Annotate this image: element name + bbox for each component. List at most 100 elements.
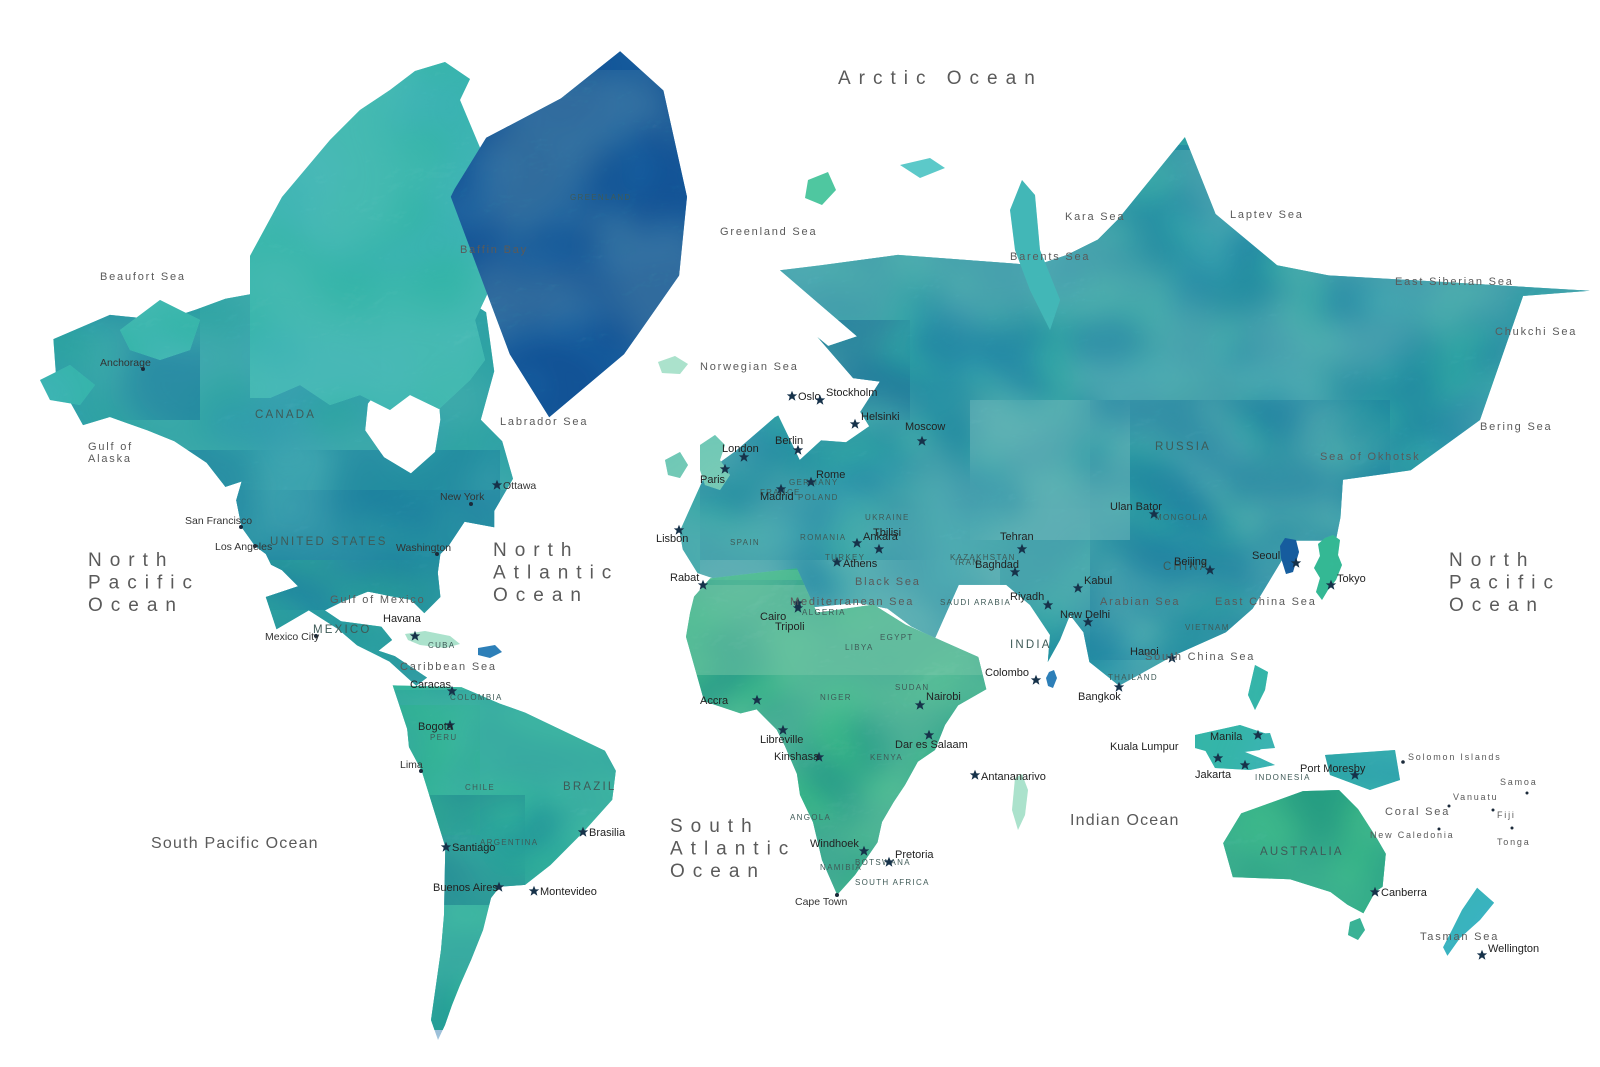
svg-text:Moscow: Moscow (905, 421, 945, 433)
svg-text:South Pacific Ocean: South Pacific Ocean (151, 835, 319, 852)
svg-text:ROMANIA: ROMANIA (800, 533, 846, 542)
svg-text:Solomon Islands: Solomon Islands (1408, 752, 1502, 762)
svg-text:Samoa: Samoa (1500, 777, 1538, 787)
svg-text:Barents Sea: Barents Sea (1010, 251, 1090, 263)
svg-text:Cape Town: Cape Town (795, 896, 848, 908)
svg-text:AUSTRALIA: AUSTRALIA (1260, 846, 1344, 858)
svg-text:Berlin: Berlin (775, 435, 803, 447)
svg-text:Kinshasa: Kinshasa (774, 751, 820, 763)
svg-text:Kara Sea: Kara Sea (1065, 211, 1125, 223)
svg-text:MEXICO: MEXICO (313, 624, 372, 636)
svg-text:Tripoli: Tripoli (775, 621, 805, 633)
svg-text:KENYA: KENYA (870, 753, 903, 762)
svg-text:Baffin Bay: Baffin Bay (460, 244, 528, 256)
svg-text:Tbilisi: Tbilisi (873, 527, 901, 539)
svg-text:Arabian Sea: Arabian Sea (1100, 596, 1180, 608)
svg-text:Norwegian Sea: Norwegian Sea (700, 361, 799, 373)
svg-text:SAUDI ARABIA: SAUDI ARABIA (940, 598, 1011, 607)
svg-text:Mexico City: Mexico City (265, 631, 320, 643)
svg-text:SPAIN: SPAIN (730, 538, 760, 547)
svg-text:BRAZIL: BRAZIL (563, 781, 616, 793)
svg-text:UKRAINE: UKRAINE (865, 513, 910, 522)
svg-text:Tonga: Tonga (1497, 837, 1531, 847)
svg-text:CHILE: CHILE (465, 783, 495, 792)
svg-text:COLOMBIA: COLOMBIA (450, 693, 503, 702)
svg-text:Gulf ofAlaska: Gulf of Alaska (88, 441, 133, 465)
svg-text:Nairobi: Nairobi (926, 691, 961, 703)
svg-text:Indian Ocean: Indian Ocean (1070, 812, 1180, 829)
svg-text:Washington: Washington (396, 542, 451, 554)
svg-text:Lima: Lima (400, 759, 423, 771)
svg-text:POLAND: POLAND (798, 493, 839, 502)
svg-text:Accra: Accra (700, 695, 729, 707)
svg-text:Sea of Okhotsk: Sea of Okhotsk (1320, 451, 1420, 463)
svg-text:Helsinki: Helsinki (861, 411, 900, 423)
svg-text:Bogota: Bogota (418, 721, 454, 733)
svg-text:PERU: PERU (430, 733, 457, 742)
svg-text:Lisbon: Lisbon (656, 533, 688, 545)
svg-text:Riyadh: Riyadh (1010, 591, 1044, 603)
svg-text:SOUTH AFRICA: SOUTH AFRICA (855, 878, 930, 887)
svg-text:EGYPT: EGYPT (880, 633, 914, 642)
svg-text:London: London (722, 443, 759, 455)
svg-text:Labrador Sea: Labrador Sea (500, 416, 588, 428)
svg-text:CUBA: CUBA (428, 641, 455, 650)
svg-text:Vanuatu: Vanuatu (1453, 792, 1498, 802)
svg-text:Colombo: Colombo (985, 667, 1029, 679)
svg-text:Madrid: Madrid (760, 491, 794, 503)
svg-text:Antananarivo: Antananarivo (981, 771, 1046, 783)
svg-text:Wellington: Wellington (1488, 943, 1539, 955)
svg-text:Pretoria: Pretoria (895, 849, 934, 861)
svg-text:Santiago: Santiago (452, 842, 495, 854)
svg-text:Stockholm: Stockholm (826, 387, 877, 399)
svg-text:Ottawa: Ottawa (503, 480, 536, 492)
svg-text:Tokyo: Tokyo (1337, 573, 1366, 585)
svg-text:Manila: Manila (1210, 731, 1243, 743)
svg-text:Bangkok: Bangkok (1078, 691, 1121, 703)
svg-text:VIETNAM: VIETNAM (1185, 623, 1230, 632)
svg-text:Beijing: Beijing (1174, 556, 1207, 568)
svg-text:MONGOLIA: MONGOLIA (1155, 513, 1209, 522)
svg-text:Dar es Salaam: Dar es Salaam (895, 739, 968, 751)
svg-text:RUSSIA: RUSSIA (1155, 441, 1211, 453)
svg-text:Greenland Sea: Greenland Sea (720, 226, 817, 238)
svg-text:San Francisco: San Francisco (185, 515, 252, 527)
svg-text:Caribbean Sea: Caribbean Sea (400, 661, 497, 673)
svg-text:INDIA: INDIA (1010, 639, 1052, 651)
svg-text:Fiji: Fiji (1497, 810, 1516, 820)
svg-text:Caracas: Caracas (410, 679, 451, 691)
svg-text:Kabul: Kabul (1084, 575, 1112, 587)
svg-text:ALGERIA: ALGERIA (802, 608, 846, 617)
svg-text:Chukchi Sea: Chukchi Sea (1495, 326, 1577, 338)
svg-text:East Siberian Sea: East Siberian Sea (1395, 276, 1514, 288)
svg-text:Coral Sea: Coral Sea (1385, 806, 1450, 818)
svg-text:Athens: Athens (843, 558, 878, 570)
svg-text:Tasman Sea: Tasman Sea (1420, 931, 1499, 943)
svg-text:South China Sea: South China Sea (1145, 651, 1255, 663)
svg-text:Brasilia: Brasilia (589, 827, 626, 839)
svg-text:Arctic Ocean: Arctic Ocean (838, 68, 1043, 89)
svg-text:SUDAN: SUDAN (895, 683, 930, 692)
svg-text:Los Angeles: Los Angeles (215, 541, 272, 553)
svg-text:Windhoek: Windhoek (810, 838, 859, 850)
svg-text:Havana: Havana (383, 613, 422, 625)
svg-text:Port Moresby: Port Moresby (1300, 763, 1366, 775)
svg-text:UNITED STATES: UNITED STATES (270, 536, 388, 548)
svg-text:Rabat: Rabat (670, 572, 699, 584)
svg-text:Black Sea: Black Sea (855, 576, 921, 588)
svg-text:CANADA: CANADA (255, 409, 316, 421)
svg-text:Canberra: Canberra (1381, 887, 1428, 899)
svg-text:LIBYA: LIBYA (845, 643, 874, 652)
svg-text:New York: New York (440, 491, 485, 503)
svg-text:Beaufort Sea: Beaufort Sea (100, 271, 186, 283)
svg-text:East China Sea: East China Sea (1215, 596, 1317, 608)
svg-text:Montevideo: Montevideo (540, 886, 597, 898)
svg-text:Rome: Rome (816, 469, 845, 481)
svg-text:Ulan Bator: Ulan Bator (1110, 501, 1162, 513)
svg-text:Jakarta: Jakarta (1195, 769, 1232, 781)
svg-text:New Delhi: New Delhi (1060, 609, 1110, 621)
svg-text:Baghdad: Baghdad (975, 559, 1019, 571)
svg-text:Laptev Sea: Laptev Sea (1230, 209, 1304, 221)
svg-text:Kuala Lumpur: Kuala Lumpur (1110, 741, 1179, 753)
svg-text:Anchorage: Anchorage (100, 357, 151, 369)
